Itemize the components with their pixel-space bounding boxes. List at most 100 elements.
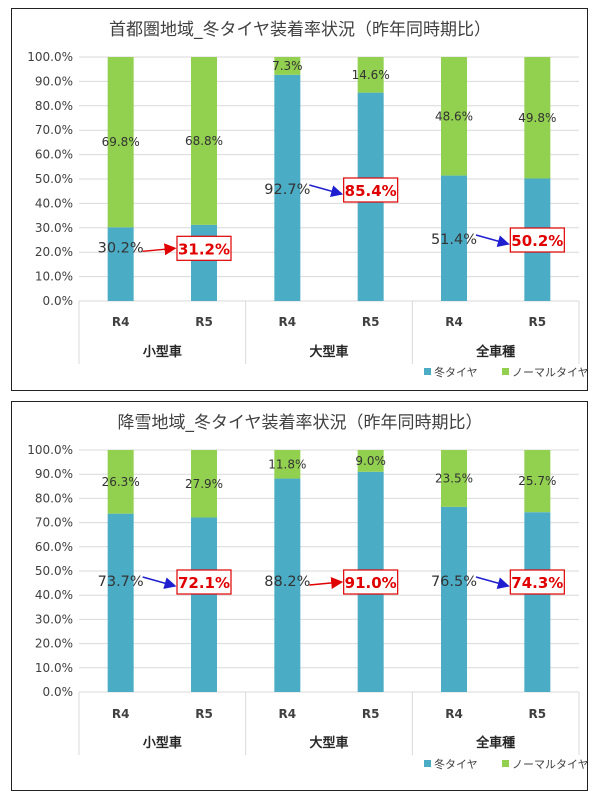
- y-tick-label: 70.0%: [35, 516, 73, 530]
- legend-swatch-normal: [502, 368, 509, 375]
- bar-winter: [274, 74, 301, 301]
- y-tick-label: 40.0%: [35, 196, 73, 210]
- data-label-winter-current: 72.1%: [178, 574, 230, 592]
- x-category-label: R5: [529, 707, 547, 721]
- highlight-box: [176, 569, 232, 595]
- data-label-winter-prev: 73.7%: [98, 574, 144, 590]
- legend-swatch-normal: [502, 760, 509, 767]
- bar-normal: [441, 450, 467, 507]
- highlight-box: [176, 235, 232, 261]
- x-group-label: 小型車: [143, 344, 182, 360]
- x-group-label: 全車種: [475, 344, 515, 360]
- bar-winter: [524, 512, 551, 692]
- data-label-normal: 49.8%: [518, 111, 556, 125]
- y-tick-label: 80.0%: [35, 99, 73, 113]
- bar-normal: [357, 57, 384, 93]
- bar-winter: [274, 478, 301, 692]
- bar-normal: [107, 450, 134, 514]
- y-tick-label: 20.0%: [35, 245, 73, 259]
- legend-label-winter: 冬タイヤ: [434, 365, 478, 379]
- bar-normal: [357, 450, 384, 472]
- data-label-normal: 27.9%: [185, 477, 223, 491]
- x-category-label: R5: [195, 707, 213, 721]
- y-tick-label: 0.0%: [43, 685, 74, 699]
- y-tick-label: 100.0%: [27, 443, 73, 457]
- y-tick-label: 50.0%: [35, 564, 73, 578]
- data-label-winter-prev: 76.5%: [431, 574, 477, 590]
- x-category-label: R4: [445, 315, 463, 329]
- bar-normal: [191, 57, 217, 225]
- data-label-normal: 26.3%: [102, 475, 140, 489]
- data-label-normal: 7.3%: [272, 59, 303, 73]
- highlight-box: [509, 227, 565, 253]
- chart-panel-capital: 首都圏地域_冬タイヤ装着率状況（昨年同時期比） 0.0% 10.0% 20.0% 30.…: [11, 8, 589, 391]
- change-arrow: [142, 243, 177, 256]
- change-arrow: [475, 576, 510, 589]
- x-category-label: R5: [362, 707, 380, 721]
- highlight-box: [343, 177, 399, 203]
- data-label-winter-prev: 30.2%: [98, 240, 144, 256]
- y-tick-label: 40.0%: [35, 588, 73, 602]
- data-label-normal: 14.6%: [352, 68, 390, 82]
- bar-winter: [441, 175, 467, 301]
- chart-panel-snow: 降雪地域_冬タイヤ装着率状況（昨年同時期比） 0.0% 10.0% 20.0% 30.0…: [11, 401, 589, 791]
- legend-label-normal: ノーマルタイヤ: [512, 366, 589, 379]
- highlight-box: [509, 569, 565, 595]
- bar-normal: [274, 450, 301, 479]
- y-tick-label: 10.0%: [35, 661, 73, 675]
- data-label-winter-prev: 92.7%: [264, 182, 310, 198]
- y-tick-label: 0.0%: [43, 294, 74, 308]
- change-arrow: [309, 184, 344, 197]
- y-tick-label: 80.0%: [35, 491, 73, 505]
- y-tick-label: 30.0%: [35, 221, 73, 235]
- chart-title: 降雪地域_冬タイヤ装着率状況（昨年同時期比）: [118, 413, 483, 433]
- data-label-winter-prev: 51.4%: [431, 232, 477, 248]
- x-category-label: R4: [279, 707, 297, 721]
- bar-normal: [524, 450, 551, 513]
- bar-winter: [107, 227, 134, 301]
- x-group-label: 大型車: [309, 735, 348, 751]
- data-label-normal: 9.0%: [355, 454, 386, 468]
- y-tick-label: 10.0%: [35, 270, 73, 284]
- data-label-normal: 69.8%: [102, 135, 140, 149]
- highlight-box: [343, 569, 399, 595]
- change-arrow: [475, 234, 510, 247]
- y-tick-label: 20.0%: [35, 637, 73, 651]
- bar-winter: [191, 517, 217, 692]
- y-tick-label: 70.0%: [35, 123, 73, 137]
- y-tick-label: 60.0%: [35, 148, 73, 162]
- data-label-winter-current: 74.3%: [511, 574, 563, 592]
- legend-swatch-winter: [424, 760, 431, 767]
- data-label-winter-current: 85.4%: [345, 182, 397, 200]
- bar-normal: [107, 57, 134, 228]
- legend-swatch-winter: [424, 368, 431, 375]
- x-category-label: R4: [279, 315, 297, 329]
- change-arrow: [142, 576, 177, 589]
- data-label-normal: 48.6%: [435, 109, 473, 123]
- y-tick-label: 60.0%: [35, 540, 73, 554]
- x-category-label: R5: [362, 315, 380, 329]
- y-tick-label: 100.0%: [27, 50, 73, 64]
- bar-winter: [107, 513, 134, 692]
- bar-normal: [441, 57, 467, 176]
- bar-normal: [191, 450, 217, 518]
- x-category-label: R5: [529, 315, 547, 329]
- data-label-normal: 23.5%: [435, 471, 473, 485]
- data-label-normal: 68.8%: [185, 134, 223, 148]
- x-category-label: R4: [112, 315, 130, 329]
- x-group-label: 大型車: [309, 344, 348, 360]
- y-tick-label: 90.0%: [35, 467, 73, 481]
- y-tick-label: 50.0%: [35, 172, 73, 186]
- bar-normal: [524, 57, 551, 179]
- chart-capital: 首都圏地域_冬タイヤ装着率状況（昨年同時期比） 0.0% 10.0% 20.0% 30.…: [27, 20, 589, 379]
- data-label-winter-current: 50.2%: [511, 232, 563, 250]
- x-category-label: R4: [445, 707, 463, 721]
- data-label-winter-prev: 88.2%: [264, 574, 310, 590]
- x-group-label: 小型車: [143, 735, 182, 751]
- x-group-label: 全車種: [475, 735, 515, 751]
- change-arrow: [309, 576, 344, 589]
- data-label-normal: 11.8%: [268, 457, 306, 471]
- y-tick-label: 90.0%: [35, 74, 73, 88]
- legend-label-winter: 冬タイヤ: [434, 757, 478, 771]
- data-label-normal: 25.7%: [518, 474, 556, 488]
